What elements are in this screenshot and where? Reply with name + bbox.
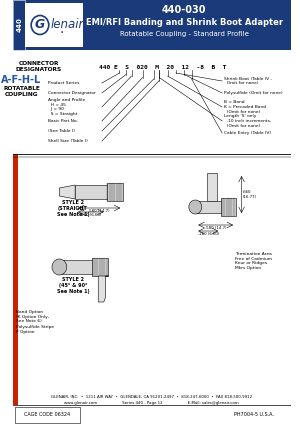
Text: 440: 440 — [16, 17, 22, 32]
Text: Polysulfide (Omit for none): Polysulfide (Omit for none) — [224, 91, 283, 95]
Text: Basic Part No.: Basic Part No. — [48, 119, 78, 123]
Bar — [221, 198, 236, 216]
Bar — [195, 201, 225, 213]
Circle shape — [52, 259, 67, 275]
Text: Polysulfide Stripe
P Option: Polysulfide Stripe P Option — [16, 325, 54, 334]
Bar — [25, 3, 82, 47]
Text: STYLE 2
(STRAIGHT
See Note 1): STYLE 2 (STRAIGHT See Note 1) — [57, 200, 89, 217]
Polygon shape — [59, 185, 75, 199]
Text: Shrink Boot (Table IV -
  Omit for none): Shrink Boot (Table IV - Omit for none) — [224, 76, 272, 85]
Text: Shell Size (Table I): Shell Size (Table I) — [48, 139, 88, 143]
Bar — [92, 258, 108, 276]
Bar — [13, 0, 291, 50]
Text: (See Table I): (See Table I) — [48, 129, 75, 133]
Text: .580 (14.7): .580 (14.7) — [205, 226, 226, 230]
Text: CONNECTOR
DESIGNATORS: CONNECTOR DESIGNATORS — [16, 61, 62, 72]
Bar — [13, 0, 25, 50]
Text: Length 'S' only
  .10 inch increments,
  (Omit for none): Length 'S' only .10 inch increments, (Om… — [224, 114, 271, 127]
Text: Band Option
(K Option Only,
See Note 6): Band Option (K Option Only, See Note 6) — [16, 310, 49, 323]
Circle shape — [189, 200, 202, 214]
Bar — [207, 173, 217, 201]
Text: A-F-H-L: A-F-H-L — [1, 75, 42, 85]
Bar — [13, 154, 18, 405]
Text: Cable Entry (Table IV): Cable Entry (Table IV) — [224, 131, 271, 135]
Text: GLENAIR, INC.  •  1211 AIR WAY  •  GLENDALE, CA 91201-2497  •  818-247-6000  •  : GLENAIR, INC. • 1211 AIR WAY • GLENDALE,… — [51, 395, 252, 399]
Text: CAGE CODE 06324: CAGE CODE 06324 — [24, 411, 70, 416]
Text: Product Series: Product Series — [48, 81, 80, 85]
Text: B = Band
K = Precoded Band
  (Omit for none): B = Band K = Precoded Band (Omit for non… — [224, 100, 266, 113]
Text: PH7004-5 U.S.A.: PH7004-5 U.S.A. — [234, 411, 274, 416]
Text: Angle and Profile
  H = 45
  J = 90
  S = Straight: Angle and Profile H = 45 J = 90 S = Stra… — [48, 98, 86, 116]
Bar — [59, 260, 94, 274]
Text: Termination Area
Free of Cadmium
Knur or Ridges
Mkrs Option: Termination Area Free of Cadmium Knur or… — [235, 252, 272, 270]
Text: .260 (6.60): .260 (6.60) — [198, 232, 219, 236]
Text: STYLE 2
(45° & 90°
See Note 1): STYLE 2 (45° & 90° See Note 1) — [57, 277, 89, 294]
Text: 440-030: 440-030 — [162, 5, 206, 15]
Bar — [106, 183, 123, 201]
Text: www.glenair.com                    Series 440 - Page 12                    E-Mai: www.glenair.com Series 440 - Page 12 E-M… — [64, 401, 239, 405]
Text: G: G — [35, 18, 45, 31]
Text: Connector Designator: Connector Designator — [48, 91, 96, 95]
Text: .260 (6.60): .260 (6.60) — [80, 213, 101, 217]
Text: 440 E  S  020  M  20  12  -8  B  T: 440 E S 020 M 20 12 -8 B T — [99, 65, 227, 70]
Text: lenair: lenair — [51, 17, 84, 31]
Bar — [75, 185, 110, 199]
Polygon shape — [98, 276, 108, 302]
Text: ROTATABLE
COUPLING: ROTATABLE COUPLING — [3, 86, 40, 97]
Text: .580 (14.7): .580 (14.7) — [88, 209, 110, 213]
Bar — [15, 407, 80, 423]
Text: .660
(16.77): .660 (16.77) — [242, 190, 256, 199]
Text: Rotatable Coupling - Standard Profile: Rotatable Coupling - Standard Profile — [120, 31, 249, 37]
Text: .: . — [60, 22, 64, 36]
Text: EMI/RFI Banding and Shrink Boot Adapter: EMI/RFI Banding and Shrink Boot Adapter — [86, 17, 283, 26]
